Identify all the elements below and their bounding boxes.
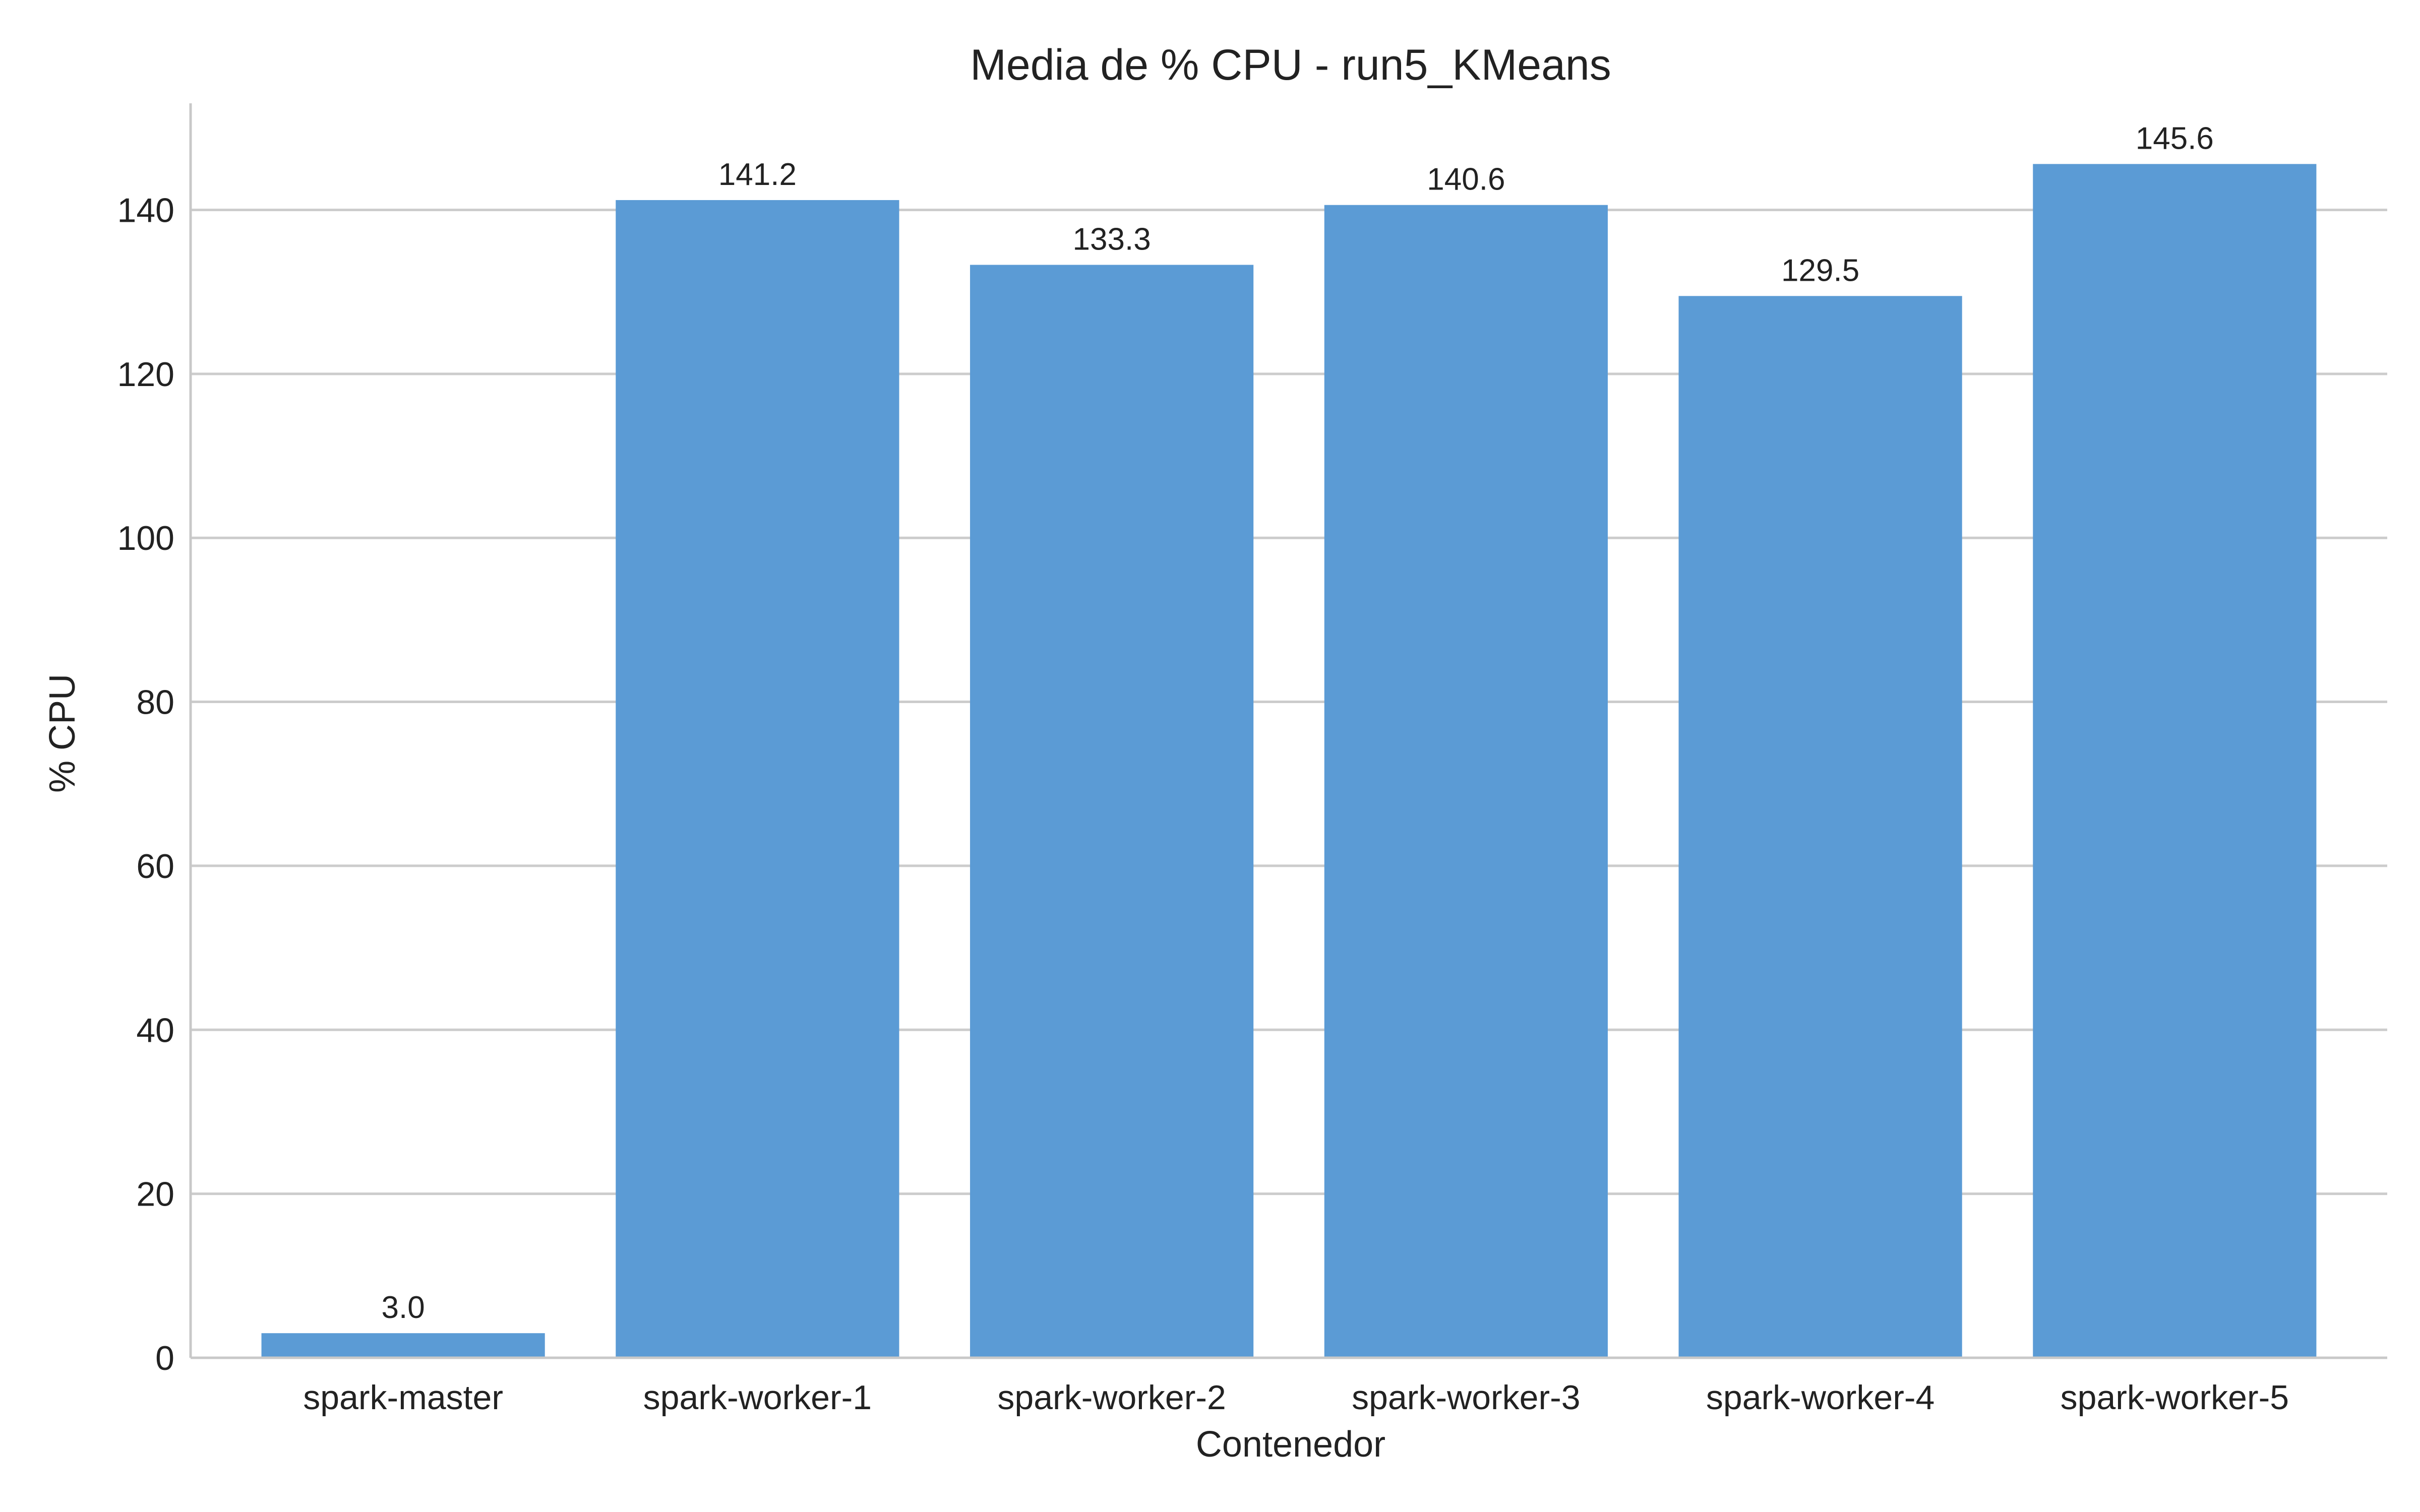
y-tick-label: 100 bbox=[117, 519, 174, 557]
data-label: 133.3 bbox=[1073, 222, 1151, 257]
x-tick-label: spark-worker-3 bbox=[1352, 1378, 1580, 1417]
bar bbox=[261, 1333, 545, 1358]
bar bbox=[2033, 164, 2317, 1358]
data-label: 129.5 bbox=[1781, 253, 1859, 288]
data-labels: 3.0 141.2 133.3 140.6 129.5 145.6 bbox=[382, 121, 2214, 1325]
x-axis-label: Contenedor bbox=[1196, 1424, 1385, 1465]
y-axis-label: % CPU bbox=[42, 674, 83, 793]
gridlines bbox=[191, 208, 2387, 1195]
y-tick-label: 0 bbox=[155, 1339, 174, 1377]
bar bbox=[1324, 205, 1608, 1358]
x-tick-label: spark-worker-2 bbox=[997, 1378, 1226, 1417]
y-tick-label: 20 bbox=[136, 1175, 174, 1214]
tick-labels: 0 20 40 60 80 100 120 140 spark-master spark-work… bbox=[117, 191, 2289, 1417]
y-tick-label: 40 bbox=[136, 1011, 174, 1049]
bar bbox=[616, 200, 899, 1358]
bar bbox=[1678, 296, 1962, 1358]
x-tick-label: spark-worker-5 bbox=[2061, 1378, 2289, 1417]
y-tick-label: 60 bbox=[136, 847, 174, 886]
y-tick-label: 140 bbox=[117, 191, 174, 229]
data-label: 141.2 bbox=[718, 157, 797, 192]
x-tick-label: spark-worker-1 bbox=[643, 1378, 872, 1417]
y-tick-label: 80 bbox=[136, 683, 174, 722]
bars bbox=[261, 164, 2317, 1358]
y-tick-label: 120 bbox=[117, 355, 174, 394]
x-tick-label: spark-master bbox=[303, 1378, 503, 1417]
x-tick-label: spark-worker-4 bbox=[1706, 1378, 1934, 1417]
data-label: 140.6 bbox=[1427, 162, 1505, 197]
data-label: 3.0 bbox=[382, 1290, 425, 1325]
bar bbox=[970, 265, 1254, 1358]
chart-title: Media de % CPU - run5_KMeans bbox=[970, 41, 1611, 89]
data-label: 145.6 bbox=[2136, 121, 2214, 156]
